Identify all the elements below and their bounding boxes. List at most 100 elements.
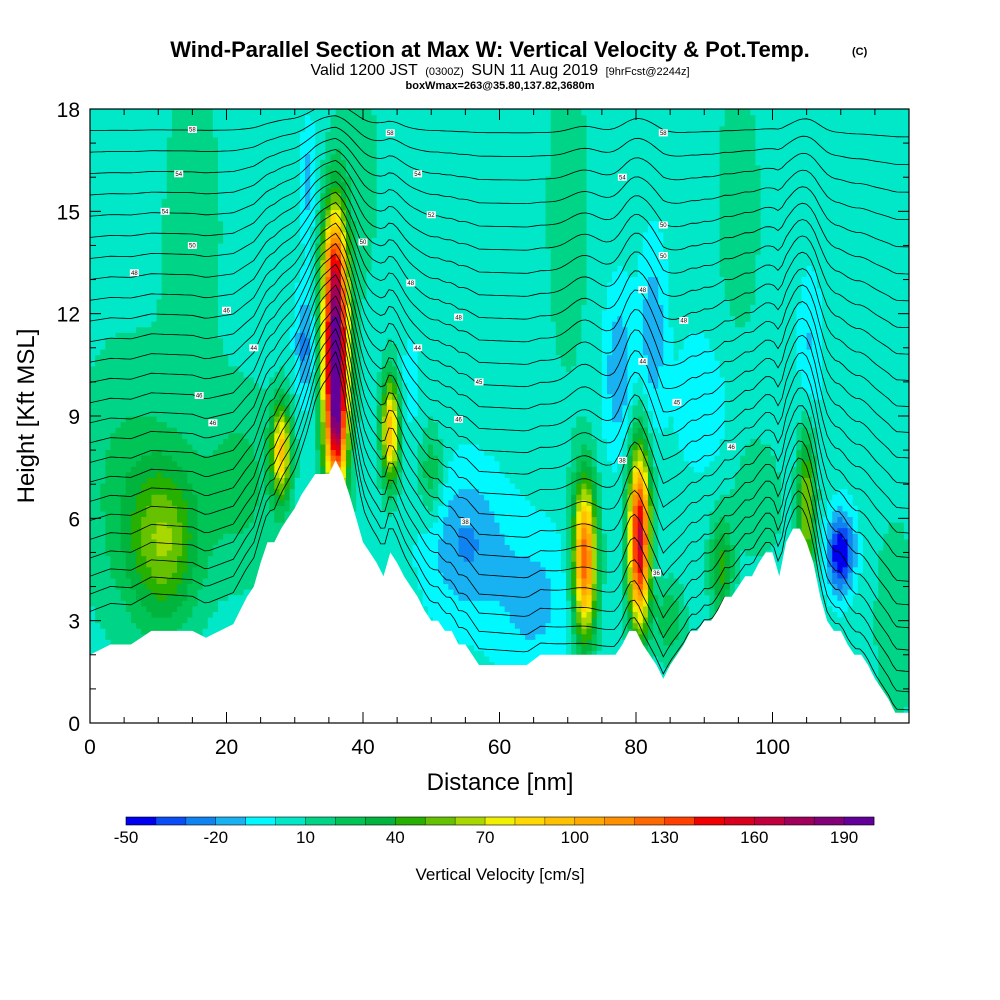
velocity-cell <box>550 109 582 116</box>
velocity-cell <box>647 544 654 551</box>
velocity-cell <box>345 242 352 250</box>
velocity-cell <box>576 488 582 495</box>
velocity-cell <box>719 438 751 445</box>
velocity-cell <box>253 510 275 518</box>
velocity-cell <box>755 287 803 294</box>
velocity-cell <box>647 287 659 294</box>
velocity-cell <box>294 321 301 328</box>
velocity-cell <box>289 337 296 345</box>
velocity-cell <box>514 622 547 629</box>
velocity-cell <box>90 343 106 350</box>
velocity-cell <box>90 365 240 372</box>
velocity-cell <box>832 561 838 568</box>
velocity-cell <box>622 321 644 328</box>
velocity-cell <box>197 449 214 456</box>
velocity-cell <box>719 125 757 132</box>
velocity-cell <box>658 549 705 557</box>
velocity-cell <box>653 538 659 545</box>
velocity-cell <box>335 460 342 467</box>
velocity-cell <box>432 482 439 490</box>
velocity-cell <box>151 449 163 456</box>
velocity-cell <box>709 337 797 345</box>
velocity-cell <box>95 354 229 361</box>
velocity-cell <box>755 120 909 127</box>
contour-label-text: 50 <box>660 254 667 260</box>
velocity-cell <box>361 349 383 356</box>
velocity-cell <box>217 198 301 205</box>
velocity-cell <box>136 594 158 601</box>
velocity-cell <box>345 293 352 300</box>
velocity-cell <box>601 499 623 506</box>
velocity-cell <box>223 337 291 345</box>
velocity-cell <box>714 555 721 562</box>
velocity-cell <box>217 254 306 261</box>
velocity-cell <box>320 276 327 283</box>
contour-label-text: 50 <box>360 240 367 246</box>
velocity-cell <box>847 589 859 596</box>
velocity-cell <box>417 471 424 478</box>
velocity-cell <box>576 549 582 557</box>
velocity-cell <box>673 572 705 579</box>
velocity-cell <box>586 114 726 121</box>
velocity-cell <box>182 527 188 534</box>
velocity-cell <box>90 376 255 384</box>
contour-label-box <box>460 518 470 526</box>
theta-contour-label: 46 <box>208 419 218 427</box>
velocity-cell <box>821 561 828 568</box>
velocity-cell <box>878 572 909 579</box>
velocity-cell <box>729 522 782 529</box>
velocity-cell <box>432 505 439 512</box>
velocity-cell <box>310 321 316 328</box>
velocity-cell <box>299 460 316 467</box>
velocity-cell <box>719 577 726 585</box>
velocity-cell <box>586 293 608 300</box>
velocity-cell <box>315 181 321 188</box>
velocity-cell <box>376 170 552 177</box>
velocity-cell <box>801 538 813 545</box>
velocity-cell <box>166 142 219 149</box>
velocity-cell <box>330 332 342 339</box>
velocity-cell <box>304 332 311 339</box>
velocity-cell <box>627 337 644 345</box>
velocity-cell <box>299 215 316 222</box>
velocity-cell <box>351 482 357 490</box>
velocity-cell <box>878 555 909 562</box>
velocity-cell <box>601 566 608 573</box>
velocity-cell <box>453 455 495 462</box>
velocity-cell <box>217 192 301 199</box>
velocity-cell <box>632 399 639 406</box>
velocity-cell <box>392 416 398 423</box>
velocity-cell <box>207 561 270 568</box>
velocity-cell <box>612 404 623 412</box>
velocity-cell <box>253 443 265 451</box>
velocity-cell <box>566 600 572 607</box>
velocity-cell <box>340 471 347 478</box>
velocity-cell <box>351 203 378 211</box>
velocity-cell <box>376 388 383 395</box>
velocity-cell <box>601 633 623 640</box>
velocity-cell <box>473 555 531 562</box>
velocity-cell <box>704 583 710 590</box>
velocity-cell <box>294 410 316 417</box>
velocity-cell <box>688 460 710 467</box>
velocity-cell <box>422 432 439 439</box>
velocity-cell <box>709 561 716 568</box>
velocity-cell <box>658 365 721 372</box>
velocity-cell <box>274 482 286 490</box>
velocity-cell <box>714 533 721 540</box>
velocity-cell <box>566 544 572 551</box>
velocity-cell <box>806 343 813 350</box>
velocity-cell <box>422 594 460 601</box>
velocity-cell <box>571 583 577 590</box>
velocity-cell <box>857 561 864 568</box>
velocity-cell <box>576 421 593 428</box>
velocity-cell <box>197 561 209 568</box>
velocity-cell <box>821 343 909 350</box>
velocity-cell <box>330 259 342 266</box>
velocity-cell <box>345 488 352 495</box>
velocity-cell <box>356 293 368 300</box>
velocity-cell <box>560 555 567 562</box>
velocity-cell <box>709 343 797 350</box>
velocity-cell <box>340 298 347 305</box>
velocity-cell <box>345 231 352 238</box>
